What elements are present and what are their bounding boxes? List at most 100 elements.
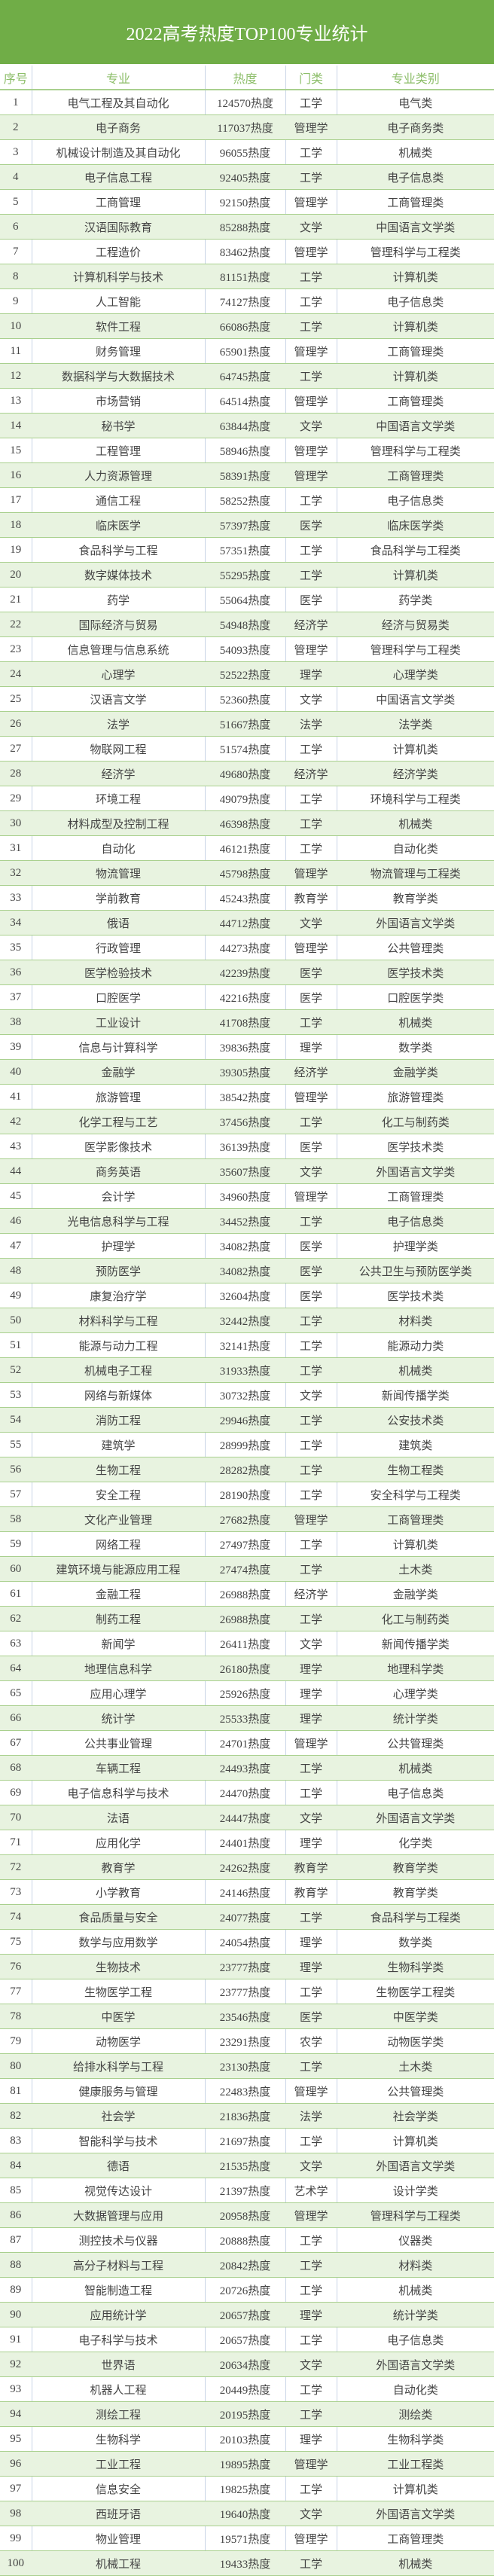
cell-heat: 30732热度 <box>204 1382 285 1408</box>
cell-heat: 29946热度 <box>204 1407 285 1433</box>
cell-category: 工商管理类 <box>336 338 494 364</box>
cell-discipline: 工学 <box>285 1109 337 1134</box>
cell-discipline: 工学 <box>285 1332 337 1358</box>
cell-discipline: 理学 <box>285 1929 337 1955</box>
cell-category: 心理学类 <box>336 1680 494 1706</box>
cell-category: 外国语言文学类 <box>336 2352 494 2377</box>
cell-major: 会计学 <box>31 1183 205 1209</box>
cell-category: 生物医学工程类 <box>336 1979 494 2004</box>
cell-heat: 24146热度 <box>204 1879 285 1905</box>
cell-rank: 79 <box>0 2028 32 2054</box>
table-row: 28 经济学 49680热度 经济学 经济学类 <box>0 761 494 786</box>
table-row: 14 秘书学 63844热度 文学 中国语言文学类 <box>0 413 494 438</box>
cell-discipline: 工学 <box>285 1556 337 1582</box>
cell-discipline: 文学 <box>285 2501 337 2526</box>
cell-category: 机械类 <box>336 139 494 165</box>
cell-heat: 44273热度 <box>204 935 285 960</box>
cell-category: 医学技术类 <box>336 1283 494 1308</box>
cell-category: 公共管理类 <box>336 935 494 960</box>
cell-major: 金融工程 <box>31 1581 205 1607</box>
cell-heat: 19571热度 <box>204 2526 285 2551</box>
cell-category: 安全科学与工程类 <box>336 1482 494 1507</box>
cell-category: 经济学类 <box>336 761 494 786</box>
cell-rank: 28 <box>0 761 32 786</box>
cell-category: 外国语言文学类 <box>336 2501 494 2526</box>
cell-major: 生物医学工程 <box>31 1979 205 2004</box>
cell-rank: 72 <box>0 1854 32 1880</box>
table-row: 1 电气工程及其自动化 124570热度 工学 电气类 <box>0 90 494 115</box>
table-row: 76 生物技术 23777热度 理学 生物科学类 <box>0 1954 494 1979</box>
cell-heat: 20888热度 <box>204 2227 285 2253</box>
cell-rank: 6 <box>0 214 32 240</box>
table-row: 18 临床医学 57397热度 医学 临床医学类 <box>0 512 494 538</box>
cell-discipline: 管理学 <box>285 2078 337 2104</box>
cell-major: 动物医学 <box>31 2028 205 2054</box>
cell-rank: 15 <box>0 438 32 463</box>
cell-category: 公共管理类 <box>336 2078 494 2104</box>
cell-heat: 23777热度 <box>204 1979 285 2004</box>
cell-discipline: 工学 <box>285 2327 337 2352</box>
cell-rank: 89 <box>0 2277 32 2303</box>
cell-heat: 85288热度 <box>204 214 285 240</box>
cell-rank: 70 <box>0 1805 32 1830</box>
cell-category: 物流管理与工程类 <box>336 860 494 886</box>
cell-category: 地理科学类 <box>336 1656 494 1681</box>
cell-heat: 54093热度 <box>204 636 285 662</box>
cell-rank: 51 <box>0 1332 32 1358</box>
cell-category: 工商管理类 <box>336 388 494 414</box>
table-row: 59 网络工程 27497热度 工学 计算机类 <box>0 1531 494 1557</box>
cell-category: 旅游管理类 <box>336 1084 494 1109</box>
table-row: 53 网络与新媒体 30732热度 文学 新闻传播学类 <box>0 1382 494 1408</box>
cell-heat: 20958热度 <box>204 2202 285 2228</box>
cell-rank: 42 <box>0 1109 32 1134</box>
cell-heat: 20103热度 <box>204 2426 285 2452</box>
cell-major: 食品科学与工程 <box>31 537 205 563</box>
table-row: 57 安全工程 28190热度 工学 安全科学与工程类 <box>0 1482 494 1507</box>
cell-heat: 26988热度 <box>204 1606 285 1631</box>
table-row: 90 应用统计学 20657热度 理学 统计学类 <box>0 2302 494 2327</box>
cell-heat: 74127热度 <box>204 288 285 314</box>
cell-rank: 25 <box>0 686 32 712</box>
cell-major: 测绘工程 <box>31 2401 205 2427</box>
cell-major: 应用心理学 <box>31 1680 205 1706</box>
cell-heat: 19433热度 <box>204 2550 285 2576</box>
cell-rank: 78 <box>0 2004 32 2029</box>
cell-category: 社会学类 <box>336 2103 494 2129</box>
cell-rank: 50 <box>0 1308 32 1333</box>
table-row: 3 机械设计制造及其自动化 96055热度 工学 机械类 <box>0 139 494 165</box>
table-row: 46 光电信息科学与工程 34452热度 工学 电子信息类 <box>0 1208 494 1234</box>
cell-heat: 20657热度 <box>204 2302 285 2327</box>
header-category: 专业类别 <box>336 66 494 90</box>
table-row: 95 生物科学 20103热度 理学 生物科学类 <box>0 2426 494 2452</box>
cell-category: 外国语言文学类 <box>336 1805 494 1830</box>
cell-category: 计算机类 <box>336 363 494 389</box>
header-row: 序号 专业 热度 门类 专业类别 <box>0 66 494 90</box>
table-row: 16 人力资源管理 58391热度 管理学 工商管理类 <box>0 462 494 488</box>
cell-discipline: 教育学 <box>285 1879 337 1905</box>
cell-category: 环境科学与工程类 <box>336 786 494 811</box>
cell-discipline: 管理学 <box>285 2451 337 2477</box>
cell-category: 口腔医学类 <box>336 984 494 1010</box>
cell-rank: 48 <box>0 1258 32 1283</box>
cell-major: 市场营销 <box>31 388 205 414</box>
cell-heat: 51574热度 <box>204 736 285 762</box>
cell-rank: 59 <box>0 1531 32 1557</box>
cell-heat: 21397热度 <box>204 2178 285 2203</box>
cell-category: 统计学类 <box>336 2302 494 2327</box>
cell-major: 数字媒体技术 <box>31 562 205 588</box>
cell-heat: 44712热度 <box>204 910 285 935</box>
cell-category: 机械类 <box>336 810 494 836</box>
cell-discipline: 工学 <box>285 1482 337 1507</box>
cell-heat: 25926热度 <box>204 1680 285 1706</box>
cell-major: 工业设计 <box>31 1009 205 1035</box>
cell-heat: 57351热度 <box>204 537 285 563</box>
cell-discipline: 医学 <box>285 1258 337 1283</box>
cell-heat: 32442热度 <box>204 1308 285 1333</box>
cell-category: 中国语言文学类 <box>336 214 494 240</box>
table-row: 74 食品质量与安全 24077热度 工学 食品科学与工程类 <box>0 1904 494 1930</box>
table-row: 29 环境工程 49079热度 工学 环境科学与工程类 <box>0 786 494 811</box>
cell-category: 电气类 <box>336 90 494 115</box>
cell-category: 公共管理类 <box>336 1730 494 1756</box>
table-row: 11 财务管理 65901热度 管理学 工商管理类 <box>0 338 494 364</box>
cell-major: 药学 <box>31 587 205 612</box>
